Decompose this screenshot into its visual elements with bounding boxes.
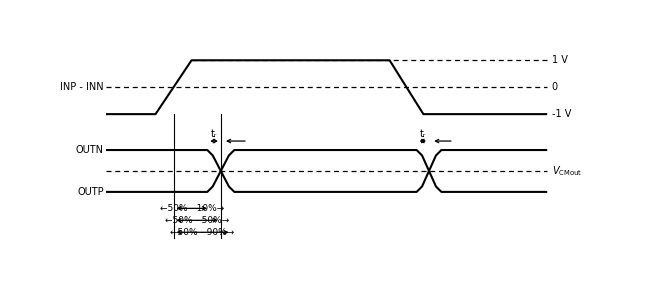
Text: 0: 0 <box>552 82 558 92</box>
Text: OUTN: OUTN <box>75 145 104 155</box>
Text: tᵣ: tᵣ <box>420 129 426 139</box>
Text: ←50% - 50%→: ←50% - 50%→ <box>165 216 229 225</box>
Text: $V_{\mathrm{CMout}}$: $V_{\mathrm{CMout}}$ <box>552 164 582 178</box>
Text: OUTP: OUTP <box>77 187 104 197</box>
Text: 1 V: 1 V <box>552 55 568 65</box>
Text: -1 V: -1 V <box>552 109 571 119</box>
Text: ←50% - 90%→: ←50% - 90%→ <box>170 228 234 237</box>
Text: INP - INN: INP - INN <box>60 82 104 92</box>
Text: tᵣ: tᵣ <box>211 129 217 139</box>
Text: ←50% - 10%→: ←50% - 10%→ <box>160 204 224 213</box>
